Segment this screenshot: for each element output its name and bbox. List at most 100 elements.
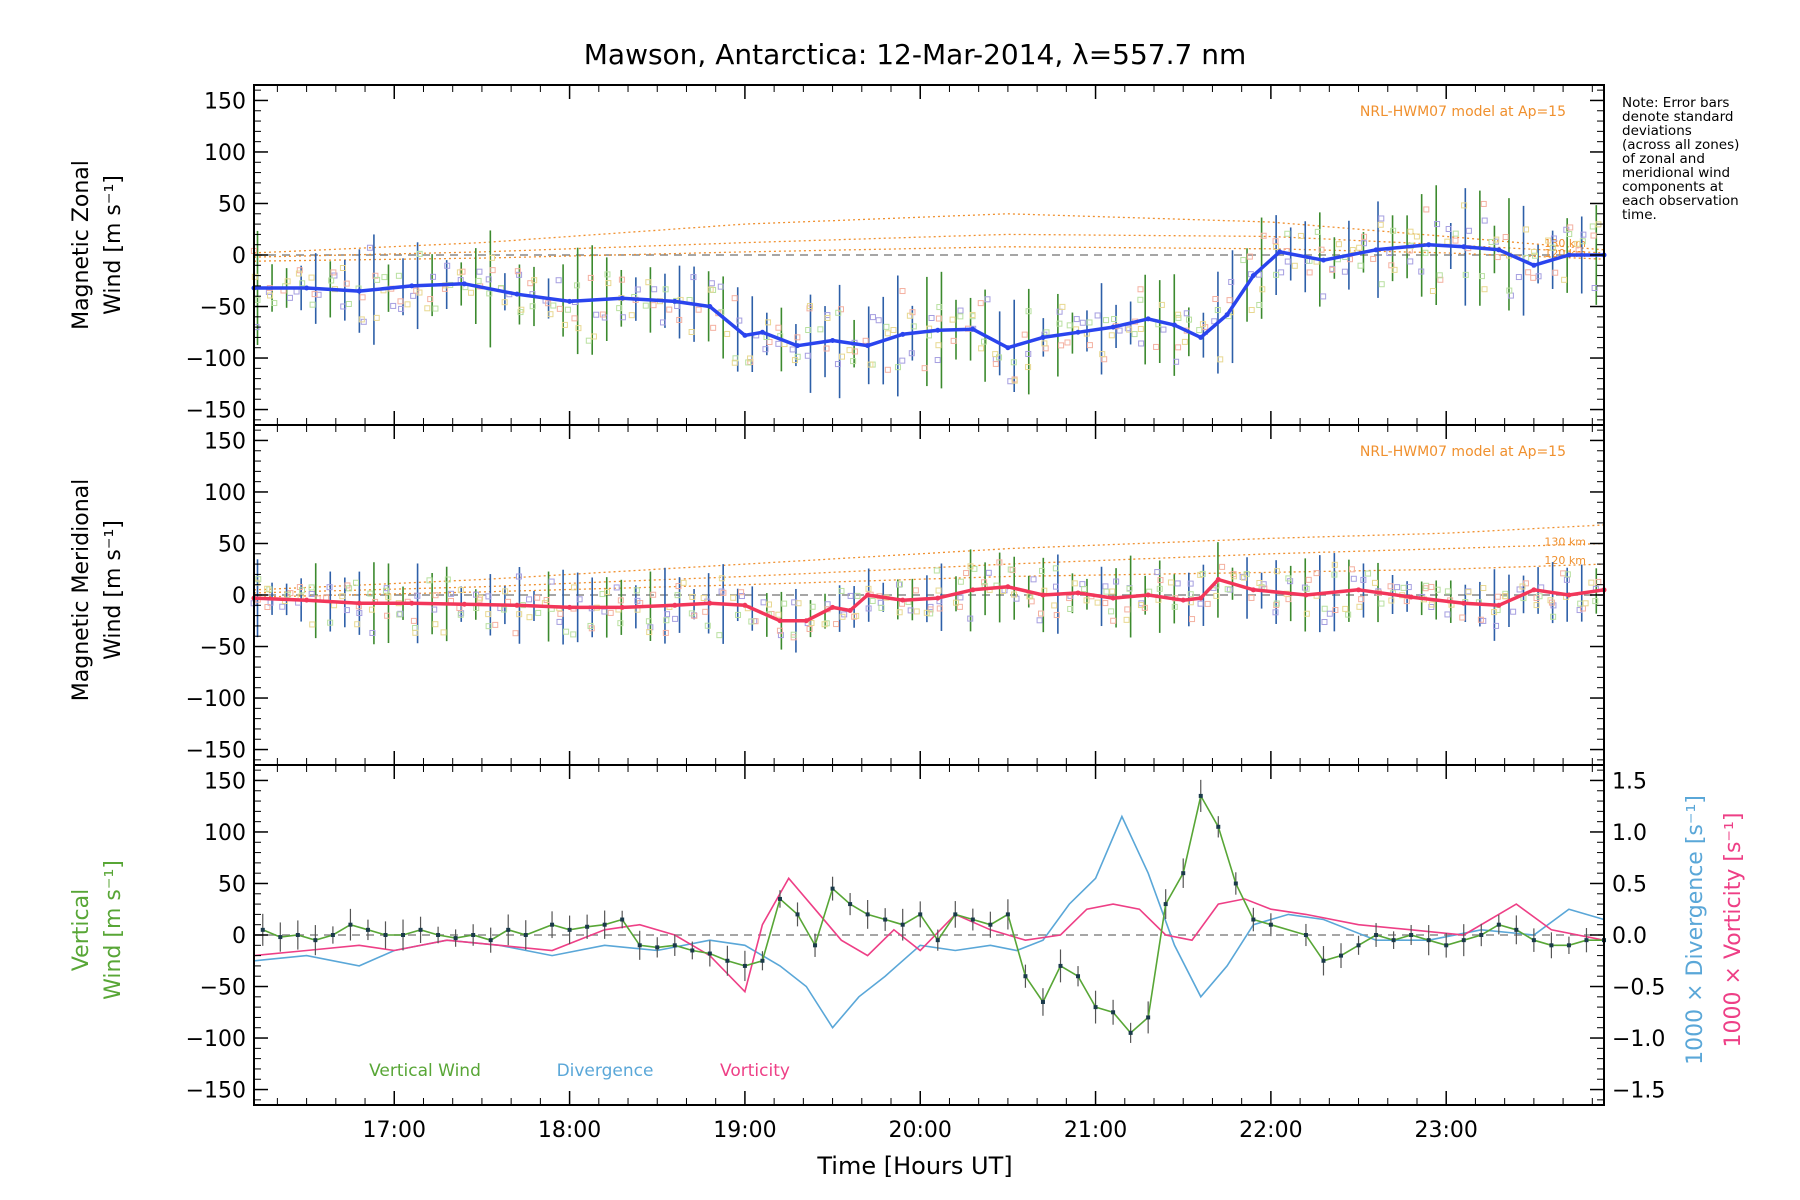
zone-point [550, 302, 557, 309]
vertical-wind-point [1023, 974, 1028, 979]
zone-point [1465, 227, 1472, 234]
zone-point [1321, 605, 1328, 612]
y-tick-label: 0 [232, 924, 246, 949]
model-curve-1 [253, 542, 1605, 594]
zone-point [977, 300, 984, 307]
zone-point [806, 303, 813, 310]
zone-point [1342, 605, 1349, 612]
vertical-wind-point [883, 917, 888, 922]
vertical-wind-point [1093, 1005, 1098, 1010]
vertical-wind-point [550, 922, 555, 927]
zone-point [1407, 228, 1414, 235]
vorticity-ylabel: 1000 × Vorticity [s⁻¹] [1721, 813, 1746, 1048]
zone-point [385, 594, 392, 601]
zone-point [1154, 569, 1161, 576]
mean-point [1320, 257, 1326, 263]
zone-point [1197, 571, 1204, 578]
zone-point [912, 587, 919, 594]
zone-point [695, 306, 702, 313]
meridional-ylabel: Magnetic Meridional [69, 479, 94, 701]
zone-point [340, 303, 347, 310]
vertical-wind-point [488, 938, 493, 943]
vertical-wind-point [1040, 999, 1045, 1004]
zone-point [518, 306, 525, 313]
zone-point [390, 302, 397, 309]
vertical-wind-point [1005, 912, 1010, 917]
vertical-wind-point [777, 896, 782, 901]
vertical-wind-point [1391, 938, 1396, 943]
zone-point [956, 603, 963, 610]
x-tick-label: 20:00 [889, 1118, 952, 1143]
zone-point [1126, 326, 1133, 333]
zone-point [1391, 266, 1398, 273]
mean-point [1198, 595, 1204, 601]
zone-point [730, 594, 737, 601]
zone-point [531, 277, 538, 284]
vertical-wind-point [1216, 824, 1221, 829]
zone-point [928, 314, 935, 321]
zone-point [430, 273, 437, 280]
zone-point [1378, 215, 1385, 222]
zone-point [444, 576, 451, 583]
zone-point [650, 591, 657, 598]
zone-point [358, 316, 365, 323]
zone-point [789, 346, 796, 353]
zone-point [1175, 344, 1182, 351]
zone-point [1329, 266, 1336, 273]
zone-point [1536, 593, 1543, 600]
zone-point [1434, 586, 1441, 593]
mean-point [935, 595, 941, 601]
zone-point [1388, 262, 1395, 269]
zone-point [1007, 378, 1014, 385]
zone-point [765, 601, 772, 608]
right-tick-label: −0.5 [1612, 976, 1665, 1001]
zone-point [1081, 586, 1088, 593]
mean-point [1461, 244, 1467, 250]
zone-point [642, 302, 649, 309]
zone-point [1278, 269, 1285, 276]
y-tick-label: 0 [232, 584, 246, 609]
zone-point [264, 604, 271, 611]
vertical-wind-point [1409, 933, 1414, 937]
mean-point [707, 304, 713, 310]
zone-point [1101, 356, 1108, 363]
zone-point [404, 301, 411, 308]
zone-point [1550, 235, 1557, 242]
zone-point [1066, 595, 1073, 602]
zone-point [571, 584, 578, 591]
zone-point [308, 584, 315, 591]
zone-point [1217, 356, 1224, 363]
zone-point [1059, 303, 1066, 310]
zone-point [1174, 580, 1181, 587]
zone-point [704, 622, 711, 629]
vertical-wind-point [1549, 943, 1554, 948]
zone-point [416, 289, 423, 296]
vertical-wind-point [1268, 922, 1273, 927]
zone-point [1519, 583, 1526, 590]
zone-point [414, 592, 421, 599]
zone-point [1547, 597, 1554, 604]
model-label: NRL-HWM07 model at Ap=15 [1360, 104, 1566, 120]
vertical-wind-point [1076, 974, 1081, 979]
zone-point [456, 269, 463, 276]
zone-point [593, 311, 600, 318]
vertical-ylabel-unit: Wind [m s⁻¹] [101, 860, 126, 1000]
vertical-wind-point [1374, 933, 1379, 937]
model-curve-0 [253, 213, 1605, 254]
zone-point [1345, 611, 1352, 618]
zone-point [1306, 269, 1313, 276]
zone-point [957, 307, 964, 314]
zone-point [1532, 252, 1539, 259]
zone-point [790, 631, 797, 638]
zone-point [1422, 249, 1429, 256]
zone-point [526, 614, 533, 621]
zone-point [1025, 364, 1032, 371]
zone-point [1248, 594, 1255, 601]
zone-point [1545, 237, 1552, 244]
mean-point [865, 343, 871, 349]
zone-point [1332, 606, 1339, 613]
vertical-wind-point [436, 933, 441, 937]
zone-point [1156, 585, 1163, 592]
vertical-wind-point [471, 933, 476, 937]
zone-point [284, 591, 291, 598]
